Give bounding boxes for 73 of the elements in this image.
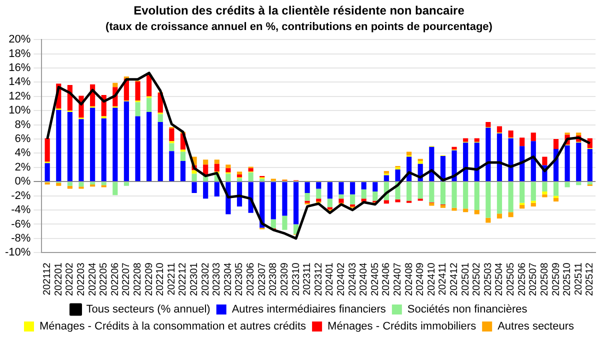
x-tick-label: 202511 <box>573 262 584 296</box>
legend-label: Tous secteurs (% annuel) <box>86 304 210 316</box>
x-tick-label: 202404 <box>358 262 370 296</box>
legend-label: Autres secteurs <box>498 320 575 333</box>
x-tick-label: 202305 <box>234 262 246 296</box>
y-tick-label: 12% <box>8 90 31 102</box>
x-tick-label: 202304 <box>222 262 234 296</box>
x-tick-label: 202411 <box>438 262 449 296</box>
y-tick-label: 10% <box>8 104 31 117</box>
x-tick-label: 202312 <box>313 262 324 296</box>
y-tick-label: -4% <box>11 204 31 216</box>
y-tick-label: -6% <box>11 218 31 230</box>
y-tick-label: -10% <box>4 246 31 259</box>
x-tick-label: 202307 <box>256 262 268 296</box>
legend-label: Ménages - Crédits à la consommation et autres crédits <box>39 320 307 333</box>
x-tick-label: 202505 <box>506 262 517 296</box>
x-tick-label: 202301 <box>189 262 200 296</box>
x-tick-label: 202311 <box>302 262 314 296</box>
x-tick-label: 202309 <box>279 262 290 296</box>
x-tick-label: 202512 <box>584 262 596 296</box>
x-tick-label: 202310 <box>290 262 302 296</box>
x-tick-label: 202503 <box>482 262 494 296</box>
x-tick-label: 202508 <box>539 262 550 296</box>
x-tick-label: 202412 <box>449 262 460 296</box>
legend-label: Sociétés non financières <box>407 304 528 316</box>
x-tick-label: 202212 <box>178 262 189 296</box>
y-tick-label: 8% <box>14 118 31 131</box>
x-tick-label: 202510 <box>562 262 574 296</box>
y-tick-label: 14% <box>8 76 31 88</box>
y-tick-label: -2% <box>11 190 31 202</box>
x-tick-label: 202303 <box>212 262 223 296</box>
y-tick-label: -8% <box>11 232 31 244</box>
x-tick-label: 202306 <box>246 262 257 296</box>
x-tick-label: 202506 <box>516 262 528 296</box>
x-tick-label: 202112 <box>42 262 54 296</box>
y-tick-label: 18% <box>8 48 31 60</box>
x-tick-label: 202406 <box>381 262 392 296</box>
x-tick-label: 202208 <box>132 262 144 296</box>
x-tick-label: 202407 <box>392 262 404 296</box>
x-tick-label: 202209 <box>144 262 155 296</box>
legend-label: Ménages - Crédits immobiliers <box>328 320 477 333</box>
x-tick-label: 202211 <box>166 262 178 296</box>
x-tick-label: 202502 <box>472 262 483 296</box>
x-tick-label: 202210 <box>155 262 166 296</box>
x-tick-label: 202308 <box>268 262 280 296</box>
x-tick-label: 202402 <box>336 262 347 296</box>
x-tick-label: 202205 <box>98 262 110 296</box>
x-tick-label: 202202 <box>64 262 76 296</box>
y-tick-label: 16% <box>8 62 31 74</box>
y-tick-label: 0% <box>14 176 31 188</box>
legend-label: Autres intermédiaires financiers <box>232 304 386 316</box>
chart-title: Evolution des crédits à la clientèle résidente non bancaire <box>134 4 465 18</box>
x-tick-label: 202403 <box>347 262 358 296</box>
x-tick-label: 202408 <box>404 262 415 296</box>
x-tick-label: 202302 <box>200 262 212 296</box>
x-tick-label: 202409 <box>415 262 426 296</box>
y-tick-label: 20% <box>8 34 31 46</box>
x-tick-label: 202501 <box>460 262 472 296</box>
x-tick-label: 202507 <box>528 262 540 296</box>
x-tick-label: 202207 <box>121 262 132 296</box>
x-tick-label: 202405 <box>370 262 381 296</box>
x-tick-label: 202401 <box>324 262 336 296</box>
x-tick-label: 202201 <box>53 262 64 296</box>
x-tick-label: 202509 <box>550 262 562 296</box>
y-tick-label: 4% <box>14 147 31 160</box>
y-tick-label: 6% <box>14 133 31 146</box>
x-tick-label: 202410 <box>426 262 438 296</box>
x-tick-label: 202504 <box>494 262 506 296</box>
x-tick-label: 202206 <box>110 262 121 296</box>
y-tick-label: 2% <box>14 161 31 174</box>
x-tick-label: 202204 <box>87 262 98 296</box>
x-tick-label: 202203 <box>76 262 87 296</box>
chart-subtitle: (taux de croissance annuel en %, contributions en points de pourcentage) <box>106 21 493 34</box>
